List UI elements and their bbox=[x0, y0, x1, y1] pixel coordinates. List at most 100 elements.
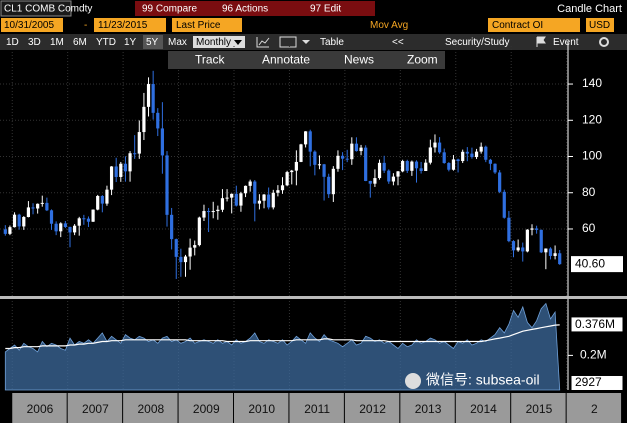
candle-body bbox=[553, 253, 557, 256]
period[interactable]: 5Y bbox=[146, 37, 159, 48]
candle-body bbox=[437, 142, 442, 153]
currency-box[interactable] bbox=[586, 18, 614, 32]
tool[interactable]: Zoom bbox=[407, 53, 438, 67]
candle-body bbox=[174, 239, 178, 257]
candle-body bbox=[146, 84, 151, 107]
tool[interactable]: Track bbox=[195, 53, 226, 67]
candle-body bbox=[170, 214, 174, 240]
candle-body bbox=[461, 151, 465, 162]
candle-body bbox=[100, 196, 104, 204]
study[interactable]: Mov Avg bbox=[370, 20, 408, 31]
period[interactable]: 3D bbox=[28, 37, 41, 48]
candle-body bbox=[465, 151, 469, 154]
candle-body bbox=[45, 202, 49, 211]
candle-body bbox=[26, 207, 31, 218]
menu-item[interactable]: 97 Edit bbox=[310, 4, 341, 15]
candle-body bbox=[202, 211, 206, 218]
candle-body bbox=[516, 247, 520, 251]
period[interactable]: Max bbox=[168, 37, 187, 48]
event-button[interactable]: Event bbox=[553, 37, 579, 48]
security-box[interactable] bbox=[0, 0, 72, 17]
candle-body bbox=[331, 168, 335, 195]
watermark-text: 微信号: subsea-oil bbox=[426, 372, 540, 388]
candle-body bbox=[128, 153, 132, 172]
candle-body bbox=[8, 227, 12, 234]
candle-body bbox=[502, 191, 506, 218]
candle-body bbox=[119, 163, 123, 177]
chart-type: Candle Chart bbox=[557, 3, 622, 15]
candle-body bbox=[220, 198, 225, 210]
candle-body bbox=[470, 153, 474, 158]
candle-body bbox=[419, 168, 423, 171]
candle-body bbox=[40, 202, 44, 204]
candle-body bbox=[197, 217, 201, 246]
period[interactable]: 6M bbox=[73, 37, 87, 48]
tool[interactable]: Annotate bbox=[262, 53, 310, 67]
x-tick-label: 2007 bbox=[82, 402, 109, 416]
candle-body bbox=[193, 245, 197, 248]
x-tick-label: 2011 bbox=[304, 402, 330, 416]
title-bar: CL1 COMB Comdty 99 Compare 96 Actions 97… bbox=[0, 0, 622, 17]
candle-body bbox=[507, 217, 511, 242]
candle-body bbox=[234, 193, 238, 206]
lower-field-box[interactable] bbox=[488, 18, 580, 32]
moving-average-line bbox=[5, 324, 560, 350]
candle-body bbox=[391, 176, 395, 182]
period[interactable]: 1Y bbox=[124, 37, 137, 48]
tool[interactable]: News bbox=[344, 53, 374, 67]
candle-body bbox=[401, 161, 405, 172]
candle-body bbox=[151, 84, 155, 113]
candle-body bbox=[188, 247, 192, 257]
candle-body bbox=[539, 229, 543, 253]
year-box bbox=[12, 393, 67, 423]
candle-body bbox=[433, 142, 437, 148]
candle-body bbox=[211, 211, 215, 213]
candle-body bbox=[68, 226, 72, 233]
candle-body bbox=[396, 171, 400, 177]
last-price-tag bbox=[571, 256, 623, 273]
candle-body bbox=[368, 180, 372, 184]
y-tick-label: 80 bbox=[582, 185, 596, 199]
year-box bbox=[67, 393, 123, 423]
candle-body bbox=[183, 256, 188, 263]
menu-item[interactable]: 96 Actions bbox=[222, 4, 268, 15]
line-icon[interactable] bbox=[256, 37, 270, 48]
menu-item[interactable]: 99 Compare bbox=[142, 4, 197, 15]
x-tick-label: 2006 bbox=[27, 402, 54, 416]
settings-icon[interactable] bbox=[599, 37, 609, 47]
candle-body bbox=[91, 209, 95, 222]
lower-field: Contract OI bbox=[492, 20, 543, 31]
candle-body bbox=[109, 166, 114, 190]
candle-body bbox=[544, 248, 548, 253]
watermark: 微信号: subsea-oil bbox=[405, 372, 540, 389]
candle-body bbox=[114, 166, 118, 177]
candle-body bbox=[373, 178, 377, 184]
candle-body bbox=[414, 161, 419, 169]
candle-body bbox=[336, 155, 340, 169]
candle-body bbox=[387, 170, 391, 182]
candle-body bbox=[299, 144, 303, 162]
candle-body bbox=[456, 159, 460, 162]
candle-body bbox=[359, 147, 363, 152]
candle-body bbox=[350, 143, 354, 160]
settings-bar: 10/31/2005 - 11/23/2015 Last Price Mov A… bbox=[1, 18, 614, 32]
date-box[interactable] bbox=[1, 18, 63, 32]
period[interactable]: 1D bbox=[6, 37, 19, 48]
field-box[interactable] bbox=[172, 18, 242, 32]
frequency-box[interactable] bbox=[193, 36, 245, 48]
back-button[interactable]: << bbox=[392, 37, 404, 48]
security-study-button[interactable]: Security/Study bbox=[445, 37, 509, 48]
candle-body bbox=[484, 146, 488, 160]
period[interactable]: YTD bbox=[96, 37, 116, 48]
table-button[interactable]: Table bbox=[320, 37, 344, 48]
candle-body bbox=[511, 241, 516, 251]
date-dash: - bbox=[84, 20, 87, 31]
candle-body bbox=[179, 256, 183, 263]
candle-icon[interactable] bbox=[279, 36, 297, 48]
period[interactable]: 1M bbox=[50, 37, 64, 48]
candle-body bbox=[322, 164, 326, 177]
candle-body bbox=[73, 225, 77, 233]
candle-body bbox=[285, 172, 289, 186]
last-price-label: 40.60 bbox=[575, 256, 605, 270]
date-box[interactable] bbox=[94, 18, 166, 32]
